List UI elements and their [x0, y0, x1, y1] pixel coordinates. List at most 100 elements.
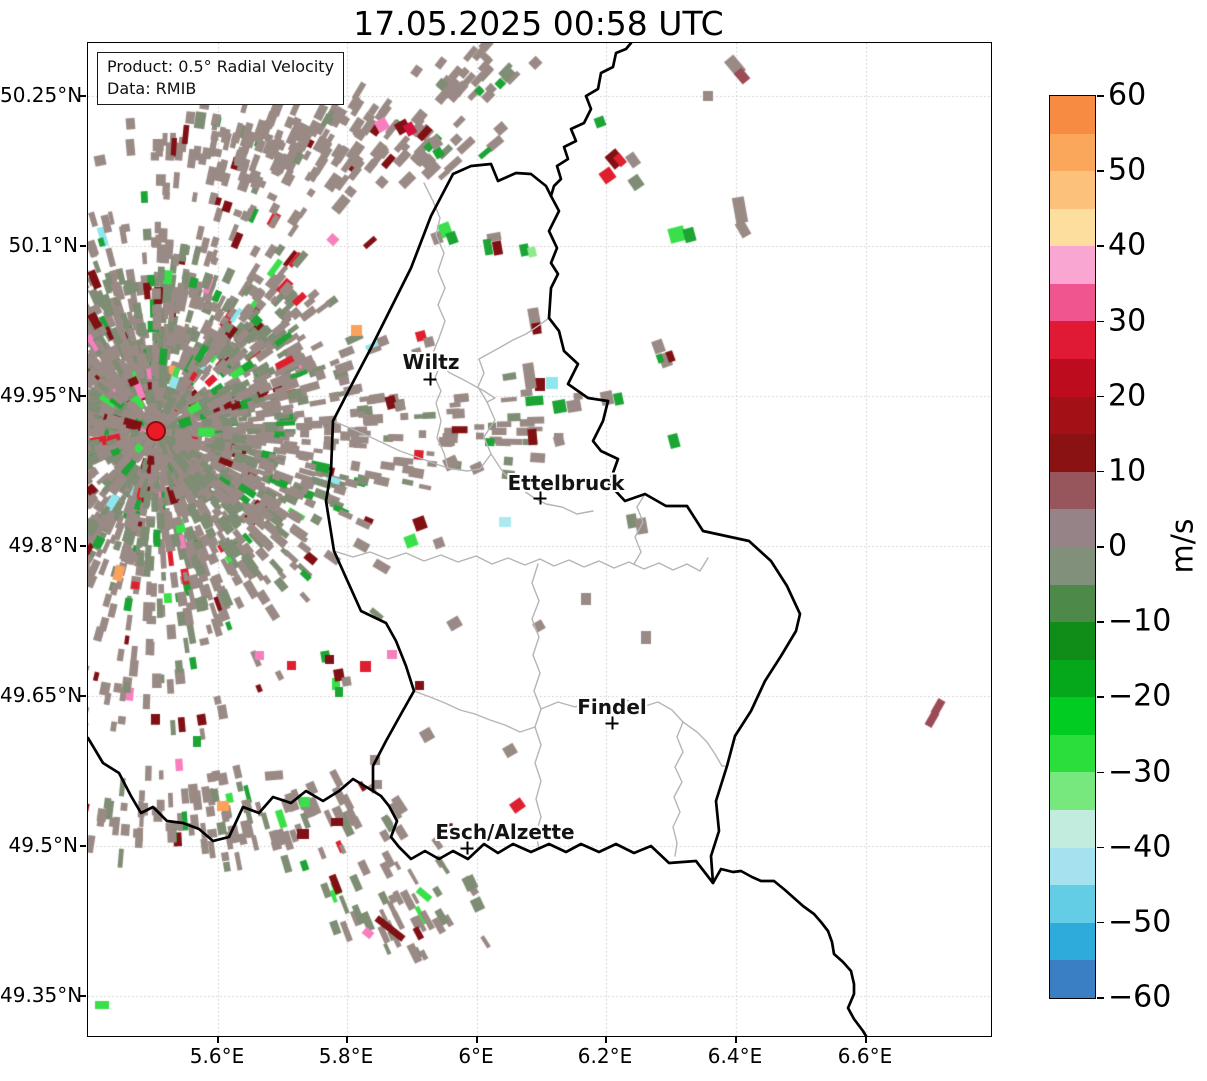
product-info-line2: Data: RMIB [107, 78, 197, 98]
colorbar [1049, 95, 1096, 999]
france-germany-border [711, 867, 868, 1036]
lon-tick-mark [217, 1037, 219, 1043]
colorbar-band [1050, 622, 1095, 660]
colorbar-band [1050, 734, 1095, 773]
lat-tick-mark [80, 995, 86, 997]
lon-tick-mark [346, 1037, 348, 1043]
city-marker-icon [461, 842, 474, 855]
lon-tick-label: 5.8°E [318, 1044, 374, 1068]
luxembourg-border [324, 162, 802, 885]
colorbar-tick-label: −60 [1108, 979, 1172, 1015]
borders-layer [88, 43, 868, 1036]
lon-tick-mark [476, 1037, 478, 1043]
colorbar-tick-label: 10 [1108, 453, 1147, 489]
colorbar-tick-mark [1097, 696, 1104, 698]
lat-tick-mark [80, 545, 86, 547]
lon-tick-mark [735, 1037, 737, 1043]
colorbar-tick-mark [1097, 470, 1104, 473]
country-borders [88, 43, 868, 1036]
colorbar-tick-label: 0 [1108, 528, 1128, 564]
colorbar-band [1050, 321, 1095, 360]
lon-tick-label: 6.2°E [577, 1044, 633, 1068]
colorbar-tick-mark [1097, 846, 1104, 849]
belgium-germany-border [549, 43, 633, 198]
lon-tick-label: 6.6°E [837, 1044, 893, 1068]
colorbar-tick-label: −40 [1108, 829, 1172, 865]
product-info-box: Product: 0.5° Radial Velocity Data: RMIB [97, 52, 345, 106]
city-label-findel: Findel [577, 695, 647, 719]
colorbar-band [1050, 809, 1095, 848]
city-label-wiltz: Wiltz [402, 350, 460, 374]
colorbar-unit-label: m/s [1165, 518, 1201, 574]
lat-tick-mark [80, 245, 86, 247]
lat-tick-label: 50.1°N [8, 233, 79, 257]
colorbar-tick-mark [1097, 921, 1104, 924]
colorbar-tick-label: −30 [1108, 754, 1172, 789]
colorbar-band [1050, 546, 1095, 585]
canton-borders [332, 182, 728, 857]
lat-tick-mark [80, 95, 86, 97]
city-label-esch-alzette: Esch/Alzette [435, 820, 575, 844]
colorbar-band [1050, 471, 1095, 510]
lat-tick-label: 49.5°N [8, 833, 79, 857]
colorbar-tick-label: 50 [1108, 152, 1147, 188]
city-marker-icon [606, 717, 619, 730]
colorbar-band [1050, 96, 1095, 134]
colorbar-band [1050, 584, 1095, 623]
colorbar-tick-label: 30 [1108, 303, 1147, 338]
product-info-line1: Product: 0.5° Radial Velocity [107, 57, 335, 76]
colorbar-band [1050, 283, 1095, 322]
colorbar-tick-label: 60 [1108, 77, 1147, 113]
colorbar-band [1050, 246, 1095, 284]
colorbar-tick-mark [1097, 320, 1104, 323]
lon-tick-mark [605, 1037, 607, 1043]
colorbar-tick-mark [1097, 395, 1104, 398]
radar-echo-layer [88, 43, 991, 1036]
colorbar-band [1050, 434, 1095, 472]
lat-tick-mark [80, 695, 86, 697]
colorbar-band [1050, 847, 1095, 886]
colorbar-band [1050, 885, 1095, 923]
radar-site-marker [146, 421, 166, 441]
lat-tick-mark [80, 845, 86, 847]
lat-tick-label: 50.25°N [0, 83, 83, 107]
colorbar-band [1050, 359, 1095, 397]
colorbar-tick-mark [1097, 546, 1104, 548]
lat-tick-label: 49.95°N [0, 383, 83, 407]
lon-tick-label: 6.4°E [707, 1044, 763, 1068]
lat-tick-label: 49.65°N [0, 683, 83, 707]
colorbar-tick-mark [1097, 997, 1104, 999]
colorbar-tick-label: −20 [1108, 678, 1172, 714]
colorbar-band [1050, 960, 1095, 998]
colorbar-band [1050, 697, 1095, 735]
colorbar-band [1050, 396, 1095, 435]
city-label-ettelbruck: Ettelbruck [507, 471, 625, 495]
lat-tick-label: 49.35°N [0, 983, 83, 1007]
lat-tick-label: 49.8°N [8, 533, 79, 557]
colorbar-band [1050, 171, 1095, 209]
colorbar-band [1050, 922, 1095, 961]
map-plot-area: Product: 0.5° Radial Velocity Data: RMIB… [87, 42, 992, 1037]
colorbar-band [1050, 659, 1095, 698]
city-marker-icon [534, 492, 547, 505]
colorbar-tick-label: 20 [1108, 378, 1147, 414]
lat-tick-mark [80, 395, 86, 397]
page-title: 17.05.2025 00:58 UTC [353, 4, 724, 43]
lon-tick-label: 5.6°E [189, 1044, 245, 1068]
colorbar-tick-mark [1097, 170, 1104, 172]
colorbar-band [1050, 772, 1095, 810]
colorbar-tick-mark [1097, 621, 1104, 623]
colorbar-band [1050, 133, 1095, 172]
france-belgium-border [88, 736, 375, 843]
colorbar-band [1050, 208, 1095, 247]
colorbar-tick-mark [1097, 95, 1104, 97]
colorbar-tick-label: 40 [1108, 227, 1147, 263]
colorbar-tick-mark [1097, 245, 1104, 247]
city-marker-icon [424, 373, 437, 386]
colorbar-tick-label: −50 [1108, 904, 1172, 940]
colorbar-tick-label: −10 [1108, 603, 1172, 639]
colorbar-tick-mark [1097, 771, 1104, 774]
lon-tick-label: 6°E [458, 1044, 494, 1068]
lon-tick-mark [865, 1037, 867, 1043]
